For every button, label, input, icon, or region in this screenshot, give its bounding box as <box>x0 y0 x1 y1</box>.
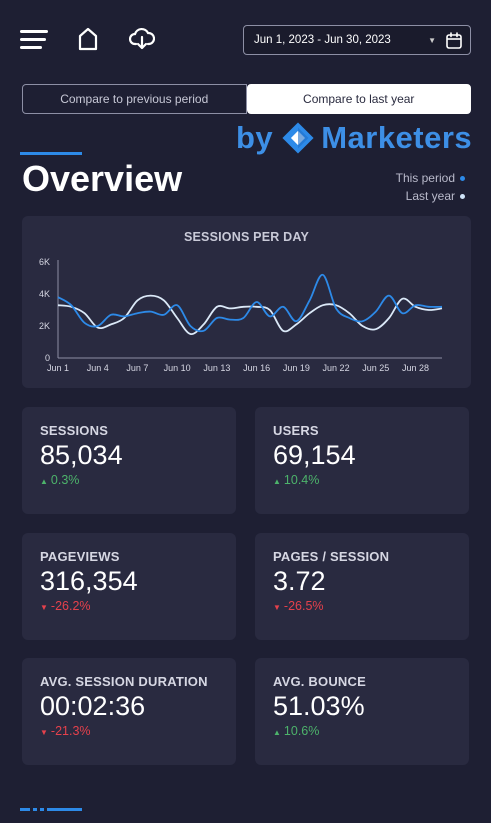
kpi-label: PAGES / SESSION <box>273 549 390 564</box>
sessions-line-chart: 0 2K 4K 6K Jun 1 Jun 4 Jun 7 Jun 10 Jun 13 Jun 16… <box>39 257 443 373</box>
legend-dot-last-year <box>460 194 465 200</box>
y-tick-label: 0 <box>45 353 50 363</box>
series-line-last-year <box>57 294 443 335</box>
x-tick-label: Jun 4 <box>87 363 109 373</box>
chart-title: SESSIONS PER DAY <box>183 230 309 244</box>
kpi-card-avg-session-duration: AVG. SESSION DURATION 00:02:36 ▼ -21.3% <box>22 658 236 765</box>
kpi-label: AVG. BOUNCE <box>273 674 366 689</box>
brand-by-text: by <box>236 120 274 155</box>
calendar-icon[interactable] <box>446 31 462 49</box>
x-tick-label: Jun 16 <box>243 363 270 373</box>
kpi-card-pageviews: PAGEVIEWS 316,354 ▼ -26.2% <box>22 533 236 640</box>
kpi-label: AVG. SESSION DURATION <box>40 674 208 689</box>
kpi-delta: ▲ 10.6% <box>273 724 320 738</box>
sessions-chart-card: SESSIONS PER DAY 0 2K 4K 6K Jun 1 Jun 4 Jun 7 J… <box>22 216 471 388</box>
kpi-label: USERS <box>273 423 319 438</box>
compare-toggle: Compare to previous period Compare to la… <box>22 84 471 114</box>
page-title: Overview <box>22 158 183 199</box>
arrow-up-icon: ▲ <box>273 477 281 486</box>
y-tick-label: 6K <box>39 257 50 267</box>
kpi-label: SESSIONS <box>40 423 109 438</box>
arrow-up-icon: ▲ <box>273 728 281 737</box>
section-accent-bar <box>20 152 82 155</box>
kpi-card-sessions: SESSIONS 85,034 ▲ 0.3% <box>22 407 236 514</box>
kpi-value: 85,034 <box>40 440 123 470</box>
kpi-value: 51.03% <box>273 691 365 721</box>
legend-item-last-year: Last year <box>396 187 465 205</box>
x-tick-label: Jun 10 <box>164 363 191 373</box>
kpi-value: 3.72 <box>273 566 326 596</box>
x-tick-label: Jun 19 <box>283 363 310 373</box>
x-tick-label: Jun 28 <box>402 363 429 373</box>
compare-last-year-button[interactable]: Compare to last year <box>246 84 471 114</box>
kpi-card-users: USERS 69,154 ▲ 10.4% <box>255 407 469 514</box>
x-tick-label: Jun 13 <box>203 363 230 373</box>
x-tick-label: Jun 7 <box>126 363 148 373</box>
home-icon[interactable] <box>77 27 99 51</box>
kpi-delta: ▼ -26.5% <box>273 599 324 613</box>
cloud-download-icon[interactable] <box>129 26 155 52</box>
arrow-up-icon: ▲ <box>40 477 48 486</box>
arrow-down-icon: ▼ <box>273 603 281 612</box>
top-bar: Jun 1, 2023 - Jun 30, 2023 ▼ <box>20 22 471 58</box>
kpi-card-pages-per-session: PAGES / SESSION 3.72 ▼ -26.5% <box>255 533 469 640</box>
kpi-delta: ▲ 10.4% <box>273 473 320 487</box>
series-line-this-period <box>57 273 443 333</box>
kpi-value: 00:02:36 <box>40 691 146 721</box>
date-range-value: Jun 1, 2023 - Jun 30, 2023 <box>254 34 391 46</box>
x-tick-label: Jun 22 <box>323 363 350 373</box>
caret-down-icon: ▼ <box>428 35 436 45</box>
legend-item-this-period: This period <box>396 169 465 187</box>
x-tick-label: Jun 25 <box>362 363 389 373</box>
chart-legend: This period Last year <box>396 169 465 205</box>
kpi-label: PAGEVIEWS <box>40 549 120 564</box>
date-range-picker[interactable]: Jun 1, 2023 - Jun 30, 2023 ▼ <box>243 25 471 55</box>
arrow-down-icon: ▼ <box>40 728 48 737</box>
kpi-delta: ▲ 0.3% <box>40 473 80 487</box>
brand-logo: by Marketers <box>236 118 472 158</box>
kpi-card-avg-bounce: AVG. BOUNCE 51.03% ▲ 10.6% <box>255 658 469 765</box>
compare-previous-period-button[interactable]: Compare to previous period <box>22 84 247 114</box>
hamburger-menu-icon[interactable] <box>20 30 48 50</box>
kpi-delta: ▼ -21.3% <box>40 724 91 738</box>
kpi-value: 69,154 <box>273 440 356 470</box>
diamond-logo-icon <box>282 122 314 154</box>
section-accent-bar-next <box>20 808 82 811</box>
kpi-delta: ▼ -26.2% <box>40 599 91 613</box>
brand-name: Marketers <box>321 120 473 155</box>
x-tick-label: Jun 1 <box>47 363 69 373</box>
y-tick-label: 2K <box>39 321 50 331</box>
arrow-down-icon: ▼ <box>40 603 48 612</box>
kpi-value: 316,354 <box>40 566 138 596</box>
y-tick-label: 4K <box>39 289 50 299</box>
legend-dot-this-period <box>460 176 465 182</box>
